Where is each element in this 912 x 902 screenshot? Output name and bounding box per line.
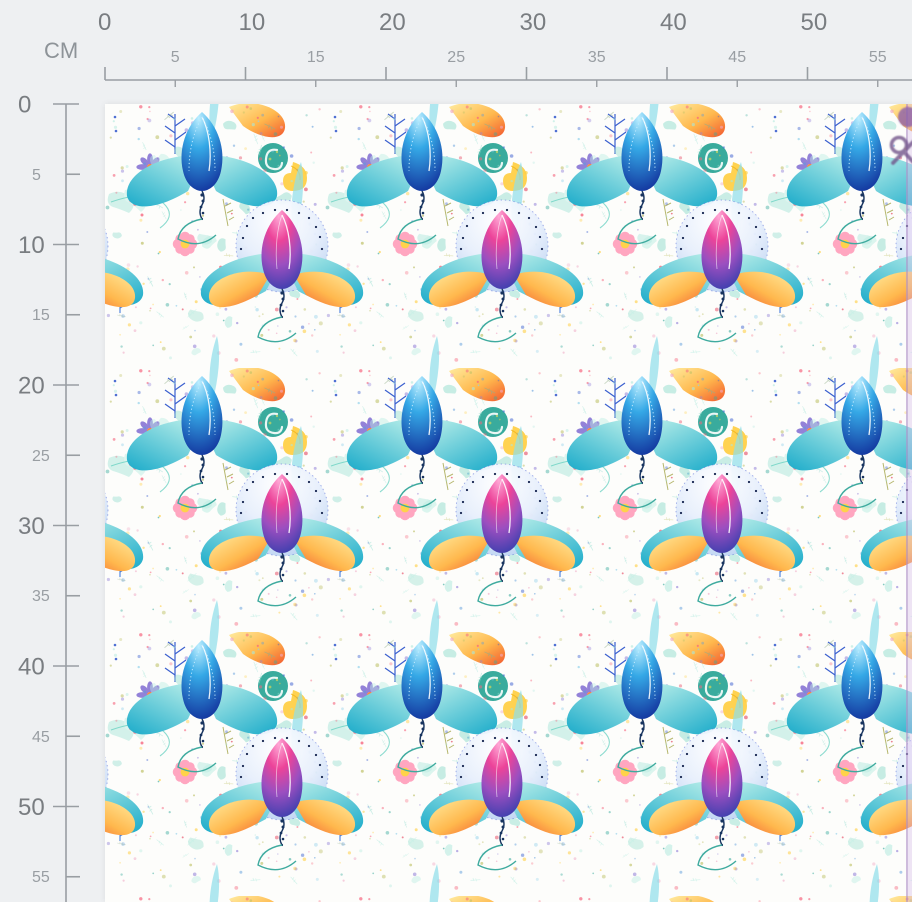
svg-text:50: 50 [801,9,828,36]
svg-text:15: 15 [307,49,325,66]
svg-text:25: 25 [447,49,465,66]
svg-text:0: 0 [18,92,31,119]
svg-text:35: 35 [32,588,50,605]
svg-text:45: 45 [728,49,746,66]
svg-text:30: 30 [520,9,547,36]
svg-text:25: 25 [32,448,50,465]
svg-text:55: 55 [869,49,887,66]
svg-text:20: 20 [18,373,45,400]
svg-text:45: 45 [32,729,50,746]
svg-text:10: 10 [239,9,266,36]
svg-text:30: 30 [18,513,45,540]
svg-text:20: 20 [379,9,406,36]
svg-text:55: 55 [32,869,50,886]
svg-text:35: 35 [588,49,606,66]
svg-text:40: 40 [660,9,687,36]
svg-text:40: 40 [18,654,45,681]
svg-text:5: 5 [171,49,180,66]
svg-text:10: 10 [18,232,45,259]
svg-text:50: 50 [18,794,45,821]
svg-text:15: 15 [32,307,50,324]
svg-text:5: 5 [32,167,41,184]
